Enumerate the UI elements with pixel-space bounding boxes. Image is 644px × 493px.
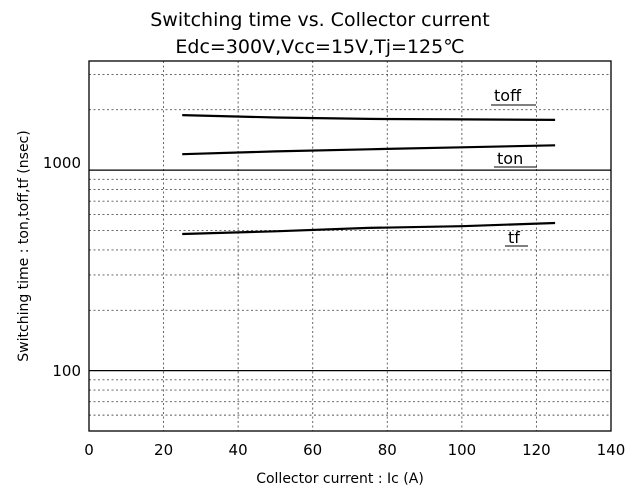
chart-subtitle: Edc=300V,Vcc=15V,Tj=125℃ (175, 36, 464, 58)
y-tick-label-100: 100 (52, 362, 81, 380)
y-tick-label-1000: 1000 (43, 154, 81, 172)
series-label-toff: toff (494, 86, 522, 105)
series-labels: toff ton tf (491, 86, 537, 247)
series-line-toff (182, 114, 556, 121)
series-label-ton: ton (497, 149, 523, 168)
y-axis-label: Switching time : ton,toff,tf (nsec) (16, 130, 32, 361)
x-axis-label: Collector current : Ic (A) (256, 471, 424, 487)
x-tick-label-20: 20 (154, 441, 173, 459)
series-label-tf: tf (508, 228, 520, 247)
plot-frame (88, 60, 612, 432)
grid (89, 61, 611, 431)
x-tick-label-100: 100 (448, 441, 477, 459)
x-tick-label-0: 0 (84, 441, 94, 459)
chart-title: Switching time vs. Collector current (150, 9, 489, 31)
x-tick-label-120: 120 (522, 441, 551, 459)
series (182, 114, 556, 236)
series-line-ton (182, 144, 556, 156)
x-tick-label-60: 60 (303, 441, 322, 459)
x-tick-label-140: 140 (597, 441, 626, 459)
y-tick-labels: 1000 100 (43, 154, 81, 380)
x-tick-label-80: 80 (378, 441, 397, 459)
x-tick-labels: 0 20 40 60 80 100 120 140 (84, 441, 625, 459)
x-tick-label-40: 40 (229, 441, 248, 459)
series-line-tf (182, 221, 556, 236)
